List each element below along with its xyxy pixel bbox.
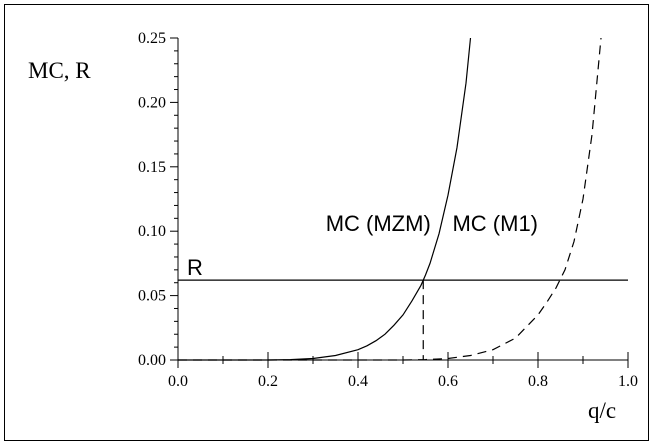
y-tick-label: 0.25: [138, 30, 166, 47]
y-tick-label: 0.20: [138, 94, 166, 111]
chart-frame: [4, 4, 649, 441]
y-tick-label: 0.10: [138, 223, 166, 240]
y-axis-label: MC, R: [28, 58, 91, 83]
y-tick-label: 0.05: [138, 288, 166, 305]
x-tick-label: 0.6: [438, 373, 458, 390]
annotation-mc-m1: MC (M1): [452, 211, 538, 236]
y-tick-label: 0.00: [138, 352, 166, 369]
x-tick-label: 0.4: [348, 373, 368, 390]
annotation-mc-mzm: MC (MZM): [326, 211, 431, 236]
x-tick-label: 1.0: [618, 373, 638, 390]
y-tick-label: 0.15: [138, 159, 166, 176]
plot-area: 0.00 0.05 0.10 0.15 0.20 0.25 0.0 0.2 0.4 0.6 0.8 1…: [138, 30, 638, 390]
x-tick-label: 0.8: [528, 373, 548, 390]
x-axis-label: q/c: [588, 398, 616, 423]
series-line-mc-mzm: [178, 37, 472, 361]
annotation-r: R: [187, 255, 203, 280]
x-tick-label: 0.2: [258, 373, 278, 390]
x-tick-label: 0.0: [168, 373, 188, 390]
